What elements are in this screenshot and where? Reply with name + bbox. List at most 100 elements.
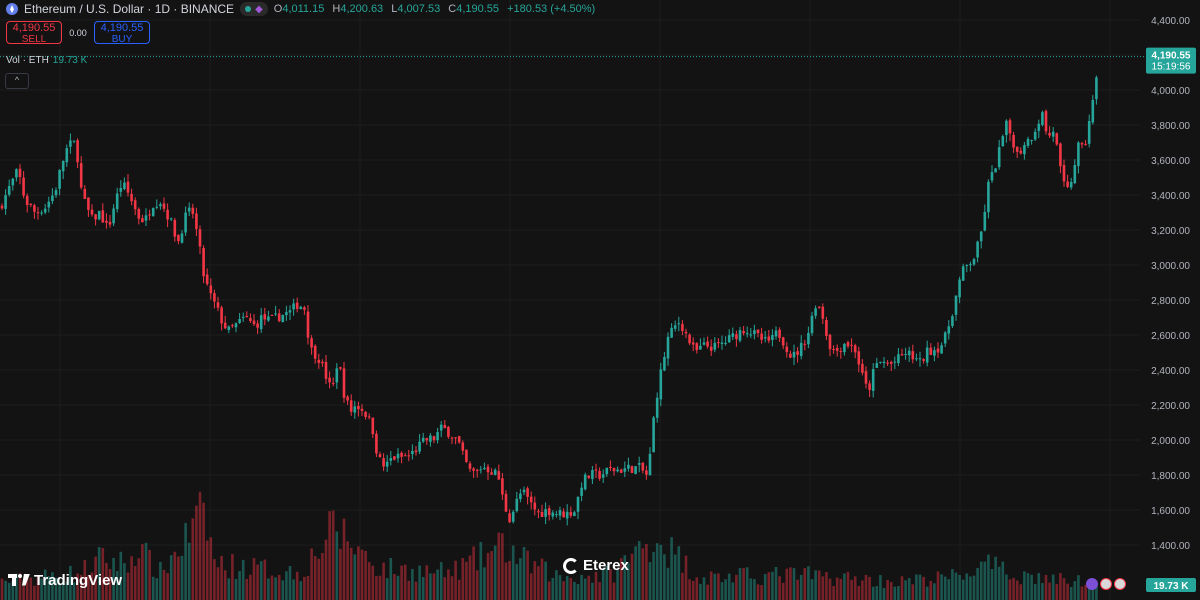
volume-bar: [789, 567, 792, 600]
volume-bar: [69, 565, 72, 600]
candle-body: [220, 307, 223, 324]
candle-body: [493, 469, 497, 475]
candle-body: [918, 358, 922, 360]
candle-body: [385, 461, 389, 467]
volume-bar: [353, 554, 357, 600]
volume-bar: [447, 569, 450, 600]
candle-body: [699, 345, 702, 350]
candle-body: [33, 205, 36, 212]
volume-bar: [79, 574, 83, 600]
candle-body: [382, 457, 385, 467]
volume-bar: [846, 571, 850, 600]
tradingview-logo[interactable]: TradingView: [8, 572, 122, 589]
volume-bar: [321, 552, 324, 600]
volume-bar: [1080, 586, 1084, 600]
candle-body: [11, 178, 15, 186]
volume-bar: [814, 570, 817, 600]
candle-body: [281, 314, 285, 323]
candle-body: [123, 182, 126, 190]
volume-bar: [1077, 575, 1080, 600]
volume-bar: [915, 574, 918, 600]
volume-bar: [619, 558, 623, 600]
volume-bar: [36, 577, 40, 600]
candle-body: [324, 361, 328, 379]
candle-body: [886, 362, 889, 364]
volume-bar: [227, 578, 231, 600]
volume-bar: [735, 574, 738, 600]
candle-body: [18, 168, 22, 178]
candle-body: [648, 453, 652, 476]
candle-body: [781, 337, 785, 346]
volume-bar: [461, 558, 465, 600]
candle-body: [263, 314, 267, 320]
symbol-title[interactable]: Ethereum / U.S. Dollar · 1D · BINANCE: [24, 2, 235, 16]
buy-button[interactable]: 4,190.55 BUY: [94, 21, 150, 45]
candle-body: [663, 356, 666, 371]
candle-body: [303, 307, 306, 310]
sell-button[interactable]: 4,190.55 SELL: [6, 21, 62, 45]
candle-body: [573, 512, 576, 517]
candle-body: [691, 342, 695, 345]
volume-bar: [317, 558, 321, 600]
volume-bar: [587, 575, 591, 600]
volume-bar: [483, 567, 486, 600]
candle-body: [288, 310, 292, 313]
event-markers[interactable]: [1086, 578, 1126, 590]
volume-bar: [65, 581, 69, 600]
volume-bar: [522, 547, 526, 600]
candle-body: [511, 511, 515, 522]
volume-bar: [612, 582, 616, 600]
candle-body: [598, 471, 601, 479]
volume-bar: [313, 556, 317, 600]
candle-body: [0, 205, 4, 209]
candle-body: [670, 327, 673, 338]
candle-body: [1037, 123, 1041, 131]
volume-bar: [191, 518, 195, 600]
candle-body: [191, 207, 195, 214]
candle-body: [105, 220, 108, 223]
candle-body: [954, 295, 958, 315]
volume-bar: [861, 580, 864, 600]
volume-bar: [303, 576, 306, 600]
volume-bar: [357, 546, 360, 600]
volume-bar: [468, 555, 472, 600]
collapse-legend-button[interactable]: ^: [5, 73, 29, 89]
volume-bar: [648, 562, 652, 600]
volume-bar: [997, 566, 1001, 600]
volume-bar: [1005, 574, 1008, 600]
candle-body: [803, 343, 807, 345]
volume-bar: [987, 554, 990, 600]
volume-bar: [432, 573, 436, 600]
status-pill[interactable]: ◆: [240, 2, 268, 16]
volume-bar: [857, 586, 861, 600]
lightning-icon[interactable]: [1086, 578, 1098, 590]
ethereum-icon: [6, 3, 18, 15]
candle-body: [738, 330, 742, 341]
candle-body: [544, 509, 547, 517]
volume-label: Vol · ETH: [6, 55, 49, 66]
candles: [0, 75, 1098, 526]
volume-bar: [681, 572, 684, 600]
volume-bar: [148, 549, 151, 600]
us-flag-icon-2[interactable]: [1114, 578, 1126, 590]
volume-bar: [526, 550, 529, 600]
us-flag-icon[interactable]: [1100, 578, 1112, 590]
candle-body: [184, 212, 187, 233]
y-tick-label: 2,400.00: [1151, 366, 1190, 377]
volume-bar: [763, 574, 767, 600]
candle-body: [87, 197, 90, 210]
volume-bar: [533, 561, 537, 600]
y-tick-label: 1,400.00: [1151, 541, 1190, 552]
candle-body: [1062, 165, 1066, 182]
candle-body: [983, 211, 987, 231]
candle-body: [911, 351, 915, 360]
candle-body: [990, 172, 994, 181]
volume-bar: [976, 568, 979, 600]
candle-body: [861, 363, 864, 373]
candle-body: [486, 466, 490, 473]
volume-bar: [177, 556, 180, 600]
volume-bar: [263, 559, 267, 600]
candle-body: [537, 511, 540, 513]
candle-body: [936, 348, 940, 353]
